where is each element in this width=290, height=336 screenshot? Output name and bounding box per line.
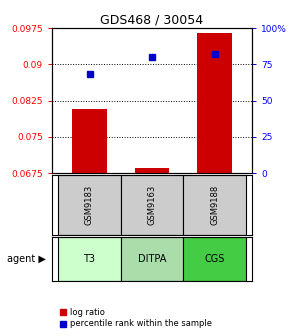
Bar — [197, 33, 232, 173]
Bar — [58, 237, 121, 281]
Text: DITPA: DITPA — [138, 254, 166, 264]
Text: GSM9163: GSM9163 — [148, 185, 157, 225]
Bar — [135, 168, 169, 173]
Title: GDS468 / 30054: GDS468 / 30054 — [100, 14, 204, 27]
Bar — [72, 109, 107, 173]
Bar — [121, 175, 183, 235]
Bar — [183, 175, 246, 235]
Text: GSM9188: GSM9188 — [210, 185, 219, 225]
Text: T3: T3 — [84, 254, 95, 264]
Text: GSM9183: GSM9183 — [85, 185, 94, 225]
Bar — [121, 237, 183, 281]
Bar — [58, 175, 121, 235]
Text: CGS: CGS — [204, 254, 225, 264]
Legend: log ratio, percentile rank within the sample: log ratio, percentile rank within the sa… — [56, 305, 215, 332]
Bar — [183, 237, 246, 281]
Text: agent ▶: agent ▶ — [7, 254, 46, 264]
